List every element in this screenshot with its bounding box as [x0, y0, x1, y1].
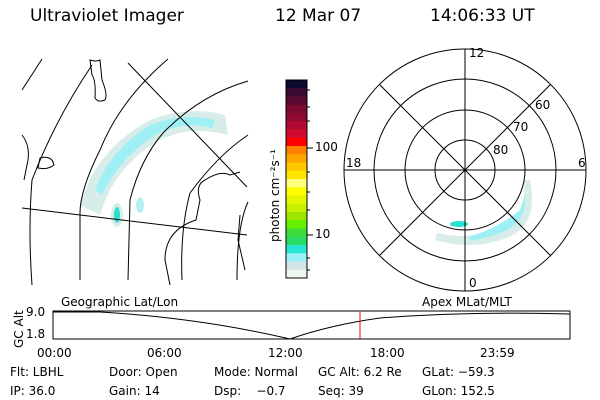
date-label: 12 Mar 07 — [275, 6, 362, 26]
coastline — [164, 171, 246, 286]
gc-alt-status: GC Alt: 6.2 Re — [318, 365, 402, 379]
aurora-geo — [80, 111, 228, 227]
colorbar-segment — [286, 96, 307, 106]
colorbar-tick-100: 100 — [315, 140, 338, 154]
x-tick: 06:00 — [147, 346, 182, 360]
colorbar — [286, 80, 307, 279]
colorbar-segment — [286, 121, 307, 130]
seq-status: Seq: 39 — [318, 384, 364, 398]
door-status: Door: Open — [109, 365, 178, 379]
time-label: 14:06:33 UT — [430, 6, 535, 26]
glat-status: GLat: −59.3 — [422, 365, 495, 379]
apex-label: Apex MLat/MLT — [422, 295, 512, 309]
mlt-label-18: 18 — [346, 156, 362, 170]
x-tick: 18:00 — [370, 346, 405, 360]
glon-status: GLon: 152.5 — [422, 384, 495, 398]
colorbar-segment — [286, 212, 307, 221]
colorbar-segment — [286, 228, 307, 238]
app-title: Ultraviolet Imager — [30, 6, 184, 26]
filter-status: Flt: LBHL — [10, 365, 64, 379]
ring-label-70: 70 — [513, 120, 529, 134]
mode-status: Mode: Normal — [214, 365, 298, 379]
geographic-map — [21, 58, 249, 286]
coastline — [89, 59, 107, 102]
colorbar-segment — [286, 269, 307, 279]
colorbar-ticks — [307, 89, 313, 271]
colorbar-segment — [286, 261, 307, 271]
grid-arc — [21, 58, 43, 91]
colorbar-segment — [286, 245, 307, 254]
geographic-label: Geographic Lat/Lon — [61, 295, 179, 309]
colorbar-segment — [286, 220, 307, 229]
colorbar-segment — [286, 104, 307, 114]
colorbar-segment — [286, 236, 307, 246]
colorbar-segment — [286, 195, 307, 205]
x-tick: 23:59 — [480, 346, 515, 360]
mlt-label-12: 12 — [469, 46, 485, 60]
ip-status: IP: 36.0 — [10, 384, 56, 398]
altitude-curve — [53, 311, 571, 340]
colorbar-segment — [286, 203, 307, 213]
colorbar-segment — [286, 170, 307, 180]
grid-arc — [236, 201, 249, 281]
grid-arc — [79, 58, 169, 280]
x-tick: 00:00 — [37, 346, 72, 360]
gc-alt-axis-label: GC Alt — [12, 310, 26, 348]
colorbar-segment — [286, 80, 307, 89]
orbit-plot-frame — [52, 310, 571, 340]
polar-plot — [343, 48, 587, 292]
coastline — [21, 134, 55, 181]
colorbar-segment — [286, 154, 307, 163]
colorbar-segment — [286, 137, 307, 147]
colorbar-segment — [286, 113, 307, 122]
y-tick-9: 9.0 — [26, 305, 46, 319]
grid-arc — [29, 64, 93, 286]
y-tick-1.8: 1.8 — [26, 327, 46, 341]
colorbar-unit-label: photon cm⁻²s⁻¹ — [268, 149, 282, 242]
grid-arc — [127, 80, 249, 281]
grid-parallel — [21, 207, 248, 236]
colorbar-tick-10: 10 — [315, 227, 331, 241]
aurora-polar — [435, 180, 532, 245]
mlt-label-0: 0 — [469, 276, 477, 290]
dsp-status: Dsp: −0.7 — [214, 384, 286, 398]
colorbar-segment — [286, 187, 307, 196]
colorbar-segment — [286, 129, 307, 139]
mlt-label-6: 6 — [578, 156, 586, 170]
x-tick: 12:00 — [268, 346, 303, 360]
colorbar-segment — [286, 253, 307, 262]
grid-meridian — [127, 62, 248, 188]
colorbar-segment — [286, 146, 307, 155]
colorbar-frame — [285, 79, 308, 279]
colorbar-segment — [286, 88, 307, 97]
colorbar-segment — [286, 162, 307, 172]
colorbar-segment — [286, 179, 307, 188]
ring-label-80: 80 — [493, 143, 509, 157]
gain-status: Gain: 14 — [109, 384, 160, 398]
grid-arc — [181, 134, 249, 281]
ring-label-60: 60 — [535, 98, 551, 112]
